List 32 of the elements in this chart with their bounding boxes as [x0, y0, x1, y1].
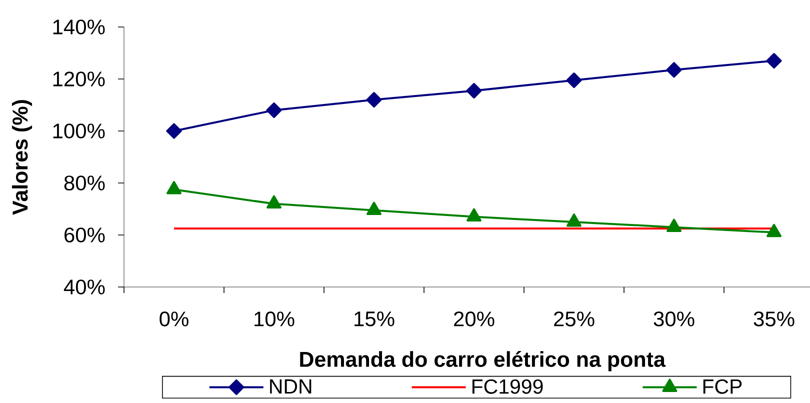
point	[366, 202, 382, 216]
x-tick-label: 15%	[354, 312, 394, 326]
point	[566, 214, 582, 227]
x-tick-label: 10%	[254, 312, 294, 326]
point	[166, 123, 182, 139]
x-tick-label: 25%	[554, 312, 594, 326]
point	[466, 82, 482, 98]
y-tick-label: 60%	[64, 228, 105, 242]
x-tick-label: 35%	[754, 312, 794, 326]
y-tick-label: 140%	[53, 20, 105, 34]
x-tick-label: 20%	[454, 312, 494, 326]
x-tick-label: 0%	[160, 312, 188, 326]
point	[266, 102, 282, 118]
point	[666, 218, 682, 232]
point	[466, 208, 482, 222]
legend-label: FCP	[703, 379, 742, 394]
point	[366, 92, 382, 108]
y-tick-label: 40%	[64, 280, 105, 294]
point	[766, 224, 782, 238]
legend-label: FC1999	[472, 379, 543, 394]
x-axis-title: Demanda do carro elétrico na ponta	[300, 350, 666, 372]
y-axis-title: Valores (%)	[12, 100, 32, 215]
y-tick-label: 80%	[64, 176, 105, 190]
point	[766, 53, 782, 69]
point	[166, 181, 182, 194]
y-tick-label: 100%	[53, 124, 105, 138]
point	[566, 72, 582, 88]
x-tick-label: 30%	[654, 312, 694, 326]
y-tick-label: 120%	[53, 72, 105, 86]
point	[266, 195, 282, 209]
point	[666, 62, 682, 78]
legend-label: NDN	[270, 379, 312, 394]
